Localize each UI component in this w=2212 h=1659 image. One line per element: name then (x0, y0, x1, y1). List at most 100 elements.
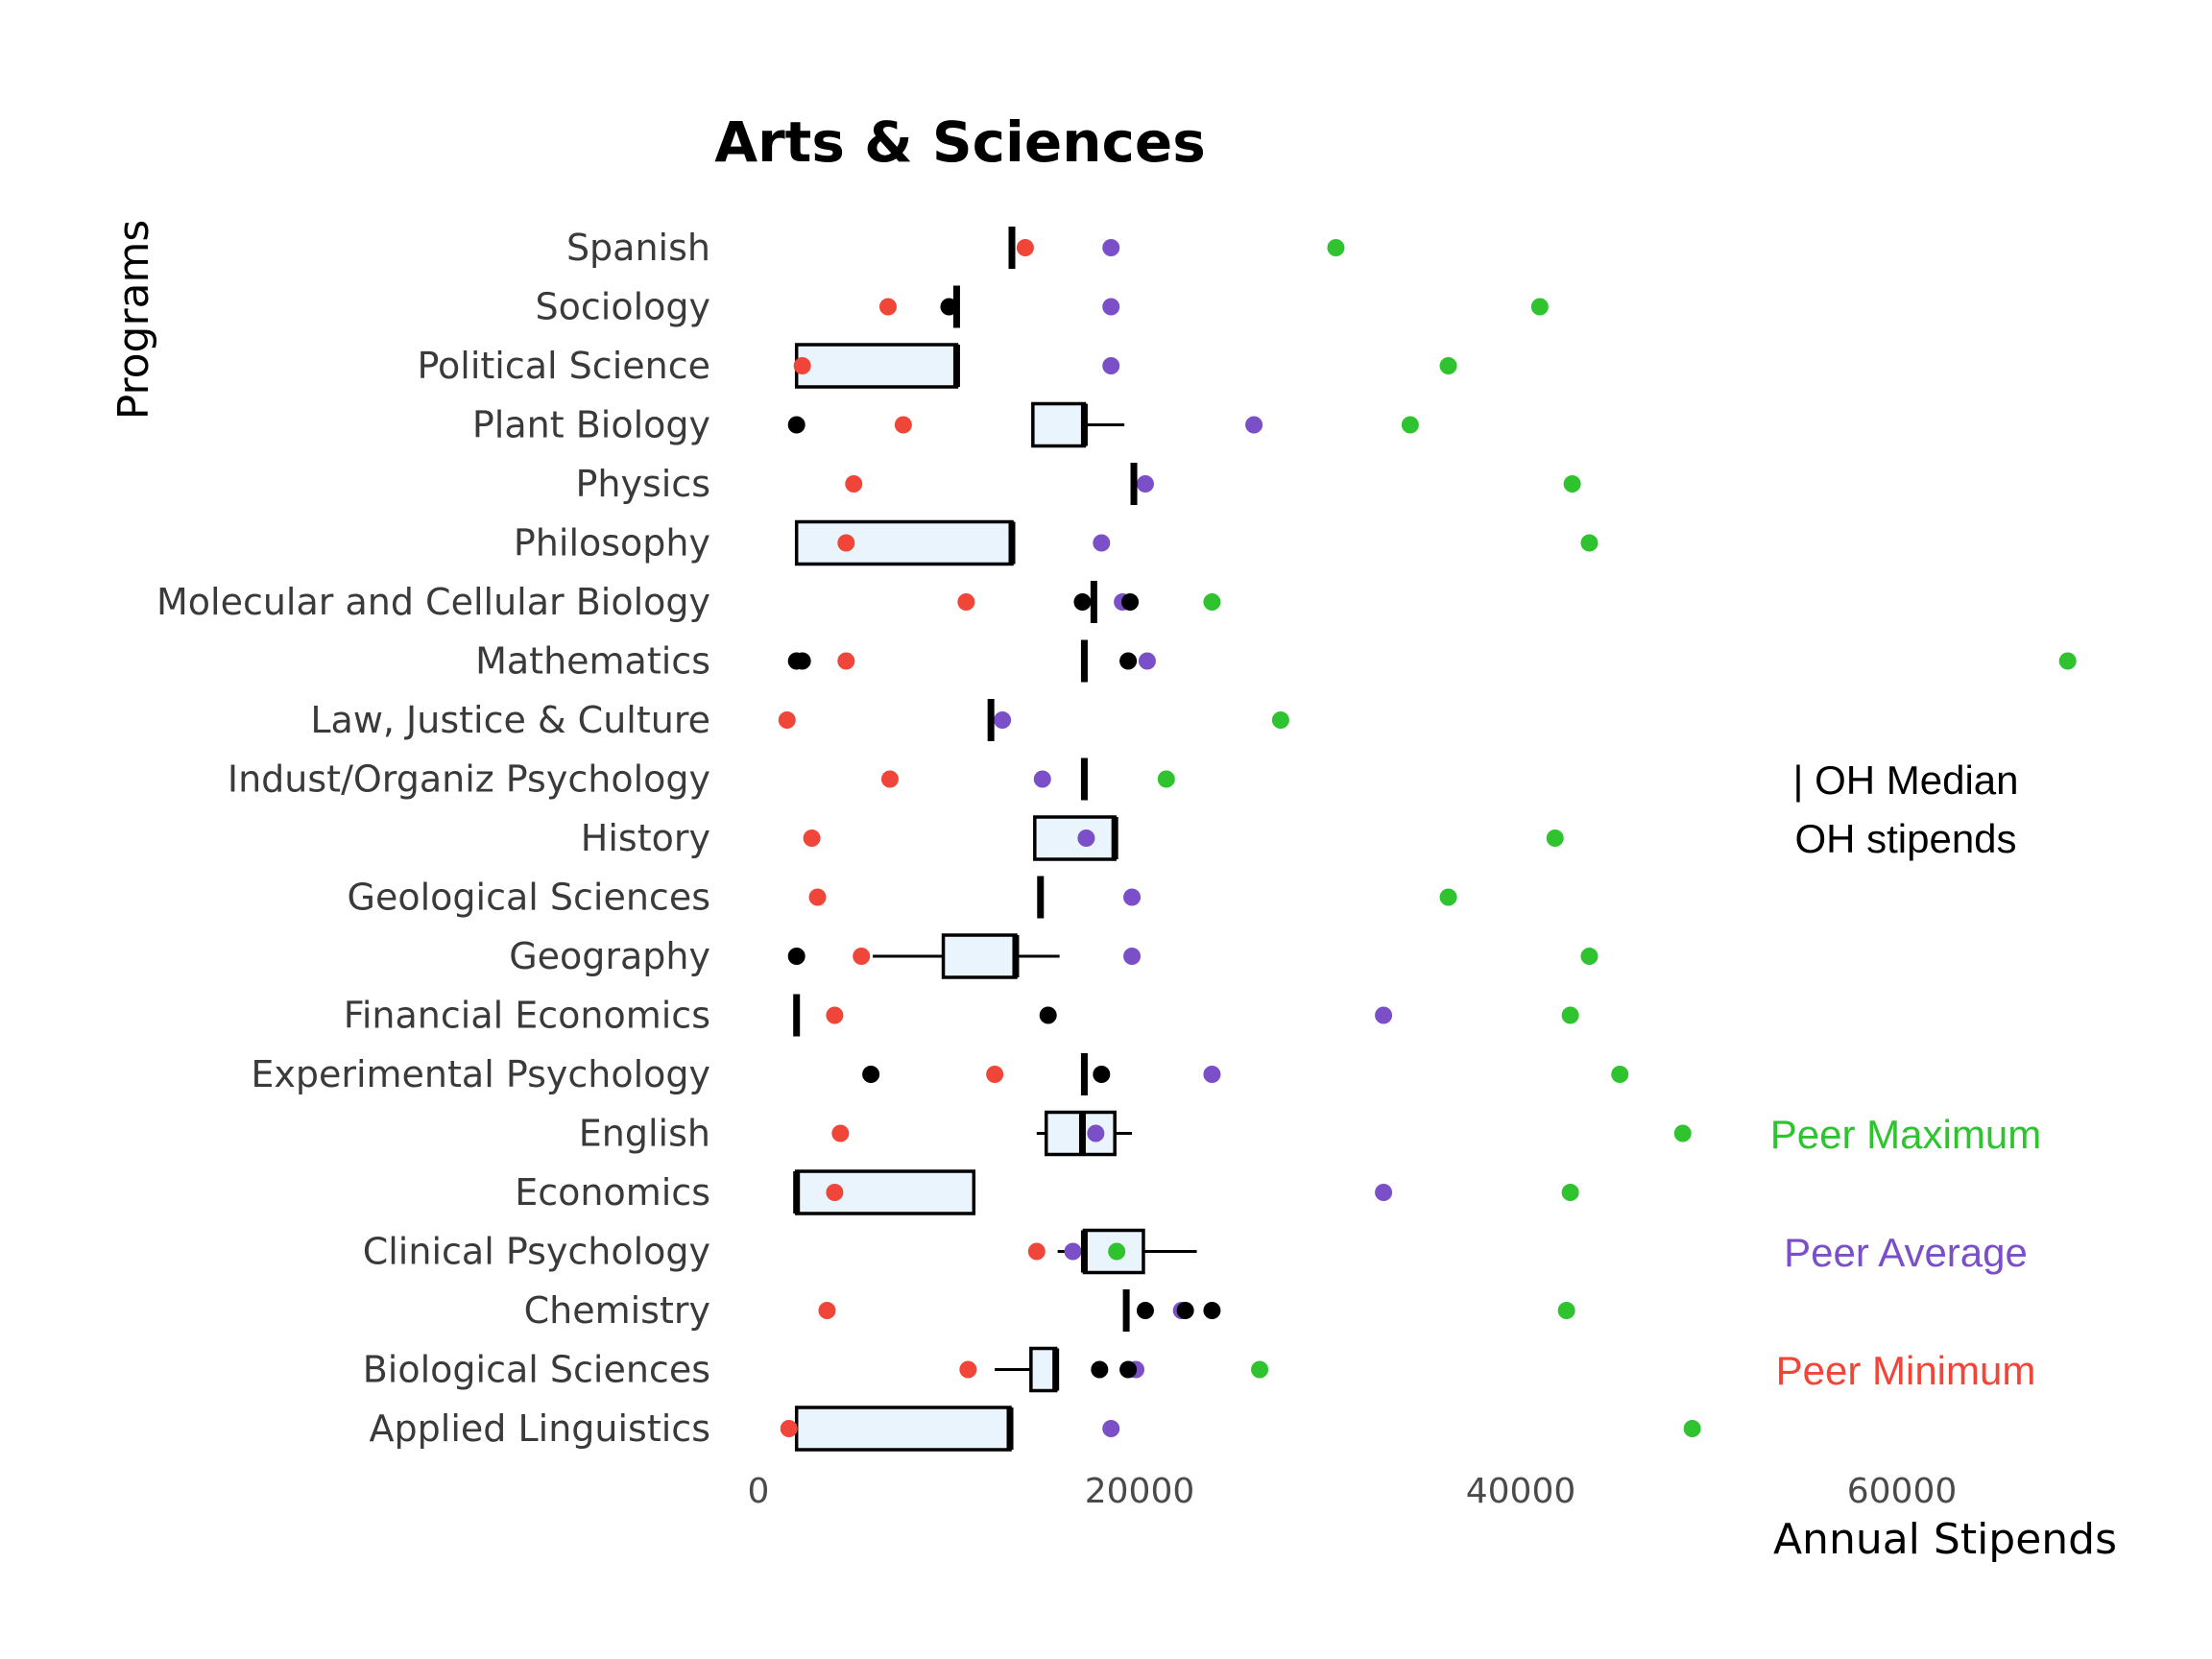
oh-stipend-point (1121, 593, 1140, 611)
peer-min-point (826, 1006, 844, 1024)
peer-avg-point (1123, 888, 1142, 906)
iqr-box (1033, 815, 1117, 861)
peer-avg-point (1136, 475, 1154, 493)
median-marker (1080, 639, 1088, 683)
iqr-box (1029, 1346, 1058, 1393)
legend-peer-maximum: Peer Maximum (1770, 1112, 2041, 1157)
peer-min-point (826, 1184, 844, 1201)
category-label: Political Science (417, 345, 710, 387)
oh-stipend-point (1091, 1360, 1109, 1379)
peer-min-point (959, 1360, 977, 1379)
median-marker (1006, 1407, 1014, 1450)
category-label: Experimental Psychology (251, 1053, 710, 1095)
peer-min-point (845, 475, 863, 493)
program-row (787, 933, 1599, 979)
peer-avg-point (1102, 357, 1120, 374)
oh-stipend-point (1136, 1302, 1154, 1319)
peer-avg-point (1123, 948, 1142, 965)
legend-peer-minimum: Peer Minimum (1776, 1348, 2036, 1393)
median-marker (1037, 876, 1045, 919)
peer-min-point (1027, 1242, 1046, 1261)
peer-min-point (793, 357, 811, 374)
peer-max-point (1157, 770, 1175, 788)
peer-max-point (1439, 357, 1457, 374)
peer-avg-point (1203, 1066, 1221, 1083)
peer-avg-point (994, 711, 1012, 729)
category-label: Chemistry (524, 1289, 710, 1332)
program-row (793, 1169, 1579, 1215)
peer-max-point (2058, 652, 2077, 670)
category-label: Geography (509, 935, 710, 977)
peer-max-point (1439, 888, 1457, 906)
iqr-box (794, 519, 1014, 566)
program-row (959, 1346, 1269, 1393)
program-row (845, 463, 1581, 505)
program-row (1027, 1228, 1197, 1275)
peer-avg-point (1077, 830, 1095, 847)
iqr-box (941, 933, 1018, 979)
median-marker (1008, 227, 1016, 269)
peer-min-point (986, 1066, 1004, 1083)
plot-area (778, 227, 2077, 1452)
program-row (793, 343, 1457, 389)
peer-avg-point (1033, 770, 1051, 788)
legend-median: | OH Median (1793, 757, 2019, 803)
median-marker (1090, 581, 1097, 623)
x-axis-title: Annual Stipends (1773, 1515, 2117, 1564)
peer-max-point (1563, 475, 1581, 493)
program-row (862, 1053, 1629, 1095)
legend-peer-average: Peer Average (1784, 1230, 2028, 1275)
peer-avg-point (1102, 1420, 1120, 1437)
x-tick-label: 0 (748, 1472, 770, 1511)
program-row (787, 639, 2077, 683)
category-label: Financial Economics (344, 995, 710, 1037)
peer-avg-point (1087, 1124, 1105, 1142)
iqr-box (794, 343, 959, 389)
peer-min-point (878, 298, 897, 316)
peer-avg-point (1375, 1184, 1393, 1201)
category-label: Biological Sciences (363, 1349, 710, 1391)
category-label: Plant Biology (472, 404, 710, 446)
oh-stipend-point (787, 948, 805, 965)
peer-avg-point (1064, 1242, 1082, 1261)
x-axis-ticks: 0 20000 40000 60000 (748, 1472, 1958, 1511)
peer-avg-point (1102, 239, 1120, 256)
category-label: Spanish (566, 227, 710, 269)
x-tick-label: 60000 (1847, 1472, 1958, 1511)
median-marker (952, 345, 960, 387)
peer-min-point (837, 534, 855, 552)
legend: | OH Median OH stipends Peer Maximum Pee… (1770, 757, 2041, 1393)
peer-avg-point (1093, 534, 1111, 552)
peer-min-point (818, 1302, 836, 1319)
category-label: Applied Linguistics (370, 1407, 710, 1450)
program-row (878, 285, 1549, 328)
median-marker (1008, 521, 1016, 565)
oh-stipend-point (1119, 652, 1138, 670)
category-label: History (581, 817, 710, 859)
category-label: English (579, 1113, 710, 1155)
oh-stipend-point (793, 652, 811, 670)
median-marker (1130, 463, 1138, 505)
median-marker (952, 285, 960, 328)
category-label: Geological Sciences (348, 877, 710, 919)
median-marker (987, 699, 995, 741)
category-label: Clinical Psychology (363, 1231, 710, 1273)
y-axis-title: Programs (109, 220, 158, 421)
median-marker (1080, 757, 1088, 801)
peer-min-point (780, 1420, 798, 1437)
peer-avg-point (1245, 416, 1263, 434)
peer-max-point (1327, 239, 1345, 256)
median-marker (1111, 817, 1118, 859)
oh-stipend-point (1073, 593, 1092, 611)
peer-max-point (1271, 711, 1289, 729)
program-row (803, 815, 1564, 861)
x-tick-label: 20000 (1085, 1472, 1195, 1511)
oh-stipend-point (787, 416, 805, 434)
peer-min-point (894, 416, 912, 434)
peer-max-point (1401, 416, 1419, 434)
category-label: Indust/Organiz Psychology (228, 758, 710, 801)
oh-stipend-point (1119, 1360, 1138, 1379)
program-row (780, 1406, 1701, 1452)
peer-min-point (1016, 239, 1034, 256)
